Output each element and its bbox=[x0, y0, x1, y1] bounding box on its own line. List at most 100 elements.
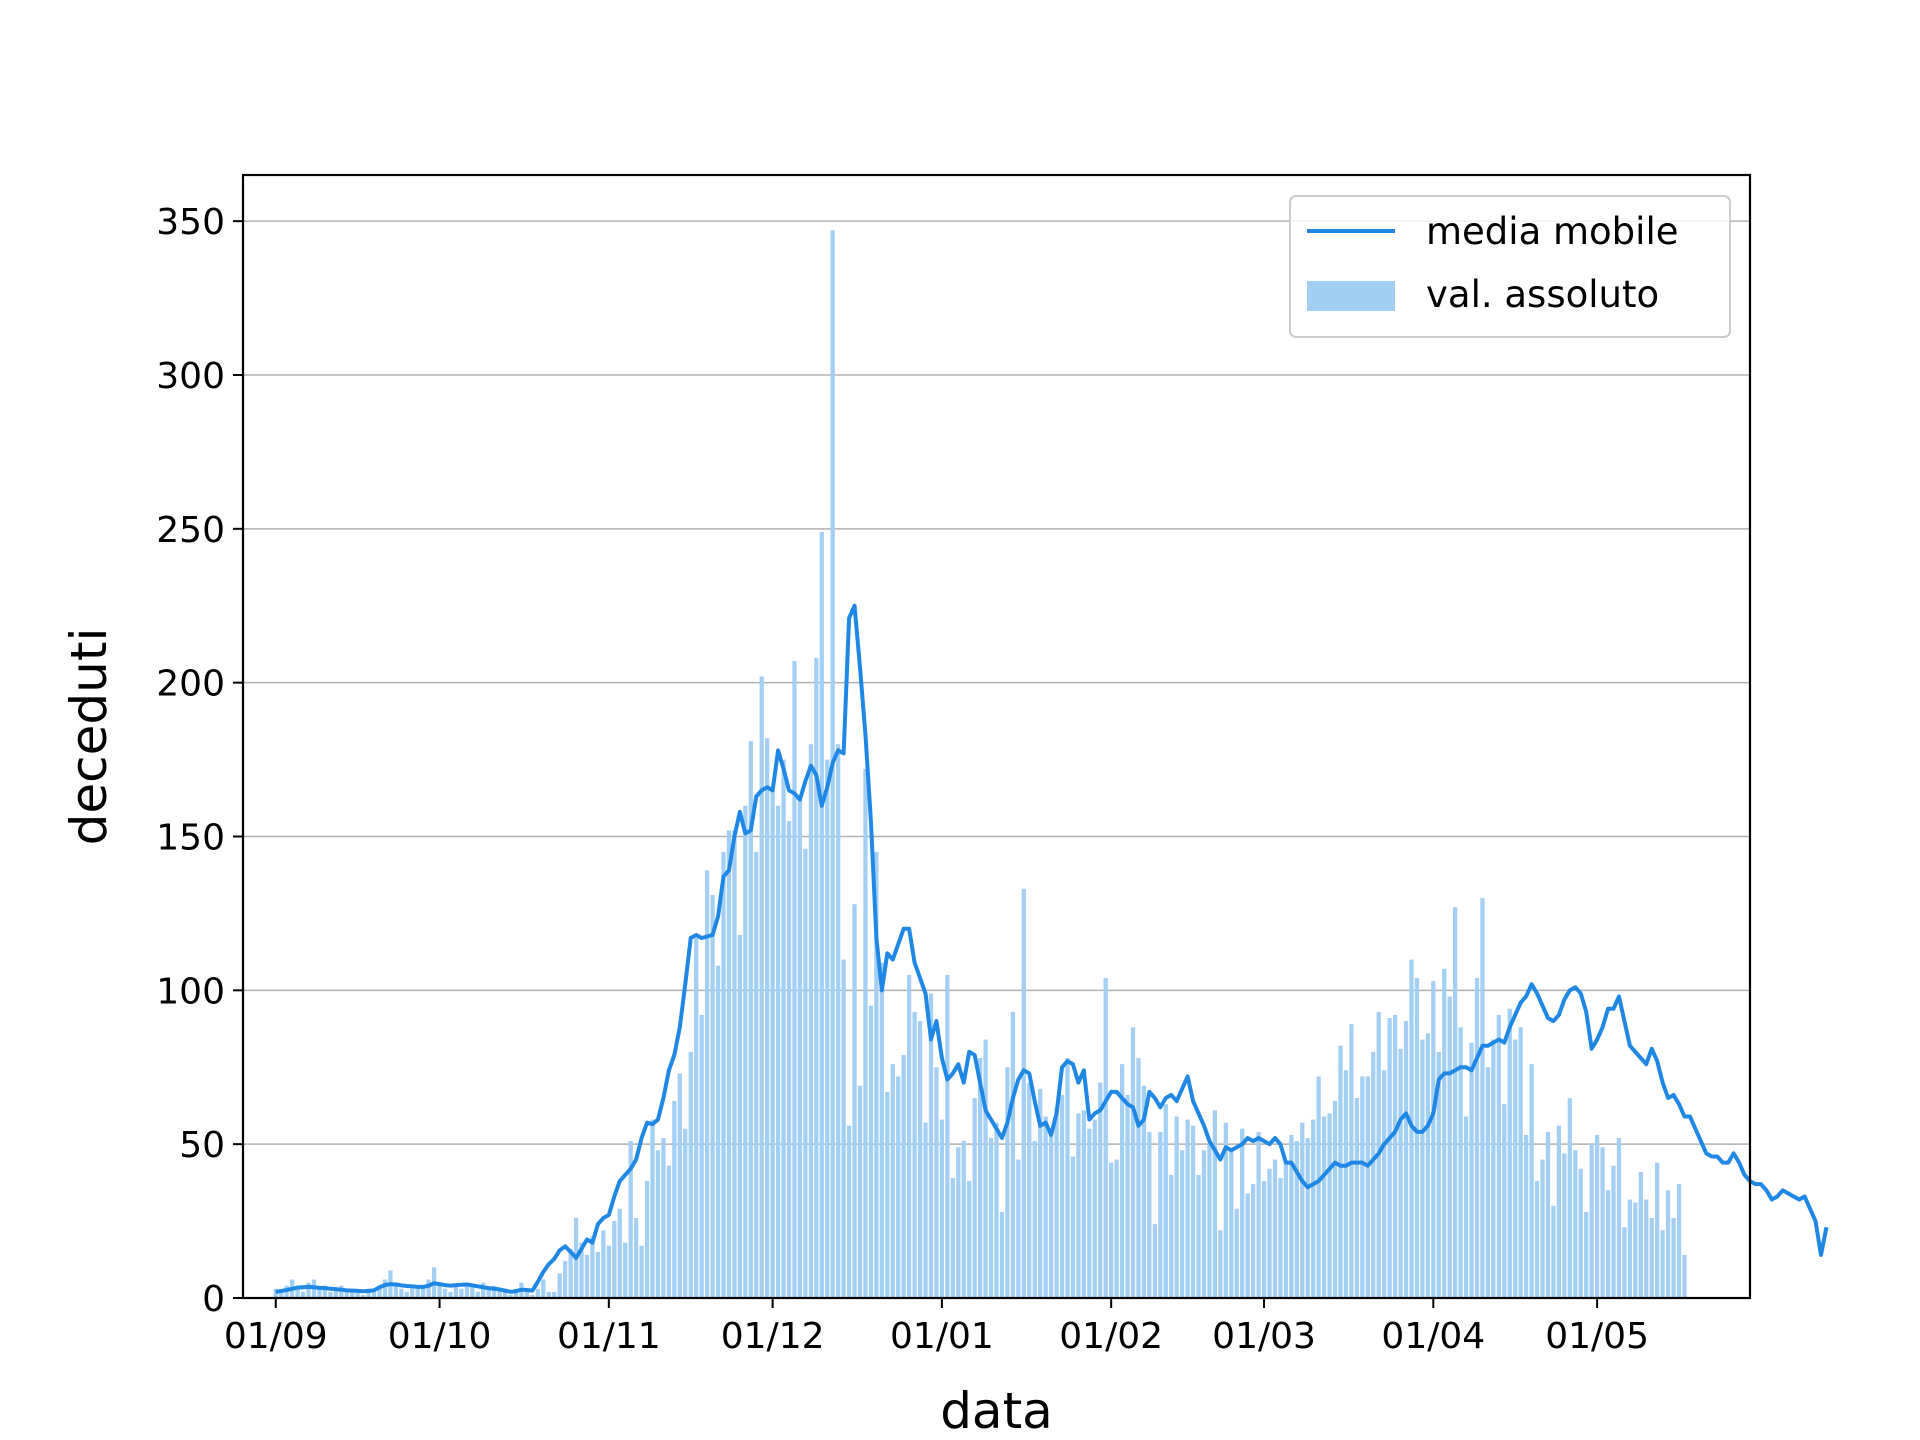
bar bbox=[956, 1147, 961, 1298]
bar bbox=[939, 1119, 945, 1298]
bar bbox=[901, 1054, 906, 1298]
bar bbox=[1289, 1134, 1294, 1298]
moving-average-line bbox=[275, 603, 1829, 1294]
bar bbox=[786, 821, 792, 1298]
bar bbox=[1032, 1141, 1037, 1298]
bar bbox=[595, 1251, 601, 1298]
bar bbox=[770, 790, 775, 1298]
bar bbox=[1005, 1067, 1010, 1298]
bar bbox=[453, 1285, 459, 1298]
bar bbox=[344, 1291, 349, 1298]
bar bbox=[1256, 1131, 1261, 1298]
bar bbox=[508, 1294, 513, 1298]
bar bbox=[1212, 1110, 1218, 1298]
bar bbox=[1540, 1159, 1545, 1298]
bar bbox=[322, 1285, 328, 1298]
bar bbox=[1327, 1113, 1332, 1298]
bar bbox=[1163, 1104, 1168, 1298]
bar bbox=[1076, 1113, 1081, 1298]
bar bbox=[808, 744, 813, 1298]
bar bbox=[1360, 1076, 1365, 1298]
bar bbox=[792, 661, 797, 1298]
bar bbox=[410, 1285, 415, 1298]
bar bbox=[1027, 1082, 1032, 1298]
bar bbox=[459, 1288, 464, 1298]
bar bbox=[1250, 1184, 1256, 1298]
bar bbox=[972, 1098, 977, 1298]
bar bbox=[437, 1282, 442, 1298]
bar bbox=[1201, 1150, 1207, 1298]
bar bbox=[1671, 1218, 1676, 1298]
x-tick-label-01/01: 01/01 bbox=[890, 1316, 994, 1357]
y-axis-ticks: 0 50 100 150 200 250 300 350 bbox=[156, 202, 243, 1320]
bar bbox=[868, 1005, 874, 1298]
bar bbox=[1403, 1021, 1409, 1298]
bar bbox=[1442, 968, 1447, 1298]
y-tick-label-350: 350 bbox=[156, 202, 225, 243]
bar bbox=[606, 1245, 611, 1298]
bar bbox=[1518, 1027, 1523, 1298]
bar bbox=[1589, 1144, 1594, 1298]
bar bbox=[721, 851, 726, 1298]
bar bbox=[1343, 1070, 1349, 1298]
bar bbox=[317, 1288, 322, 1298]
bar bbox=[1021, 888, 1026, 1298]
y-tick-label-250: 250 bbox=[156, 510, 225, 551]
bar bbox=[1174, 1116, 1179, 1298]
bar bbox=[568, 1248, 573, 1298]
bar bbox=[1196, 1174, 1201, 1298]
y-tick-label-100: 100 bbox=[156, 971, 225, 1012]
bar bbox=[541, 1279, 546, 1298]
bar bbox=[923, 1122, 928, 1298]
bar bbox=[1551, 1205, 1556, 1298]
bar bbox=[896, 1076, 901, 1298]
bar bbox=[350, 1288, 355, 1298]
bar bbox=[306, 1282, 311, 1298]
bar bbox=[814, 658, 819, 1298]
bar bbox=[421, 1285, 426, 1298]
bar bbox=[748, 741, 753, 1298]
bar bbox=[628, 1141, 633, 1298]
bar bbox=[1119, 1064, 1125, 1298]
bar bbox=[1185, 1119, 1190, 1298]
bar bbox=[1070, 1156, 1076, 1298]
bar bbox=[857, 1085, 863, 1298]
bar bbox=[475, 1291, 480, 1298]
bar bbox=[355, 1291, 360, 1298]
bar bbox=[426, 1279, 431, 1298]
bar bbox=[917, 1021, 923, 1298]
bar bbox=[655, 1150, 661, 1298]
bar bbox=[825, 759, 830, 1298]
bar bbox=[579, 1242, 584, 1298]
bar bbox=[464, 1282, 469, 1298]
bar bbox=[1431, 981, 1436, 1298]
y-tick-label-50: 50 bbox=[179, 1125, 225, 1166]
bar bbox=[366, 1288, 371, 1298]
bar bbox=[535, 1288, 540, 1298]
bar bbox=[661, 1138, 666, 1298]
bar bbox=[623, 1242, 628, 1298]
bar bbox=[1392, 1014, 1398, 1298]
bar bbox=[1556, 1125, 1562, 1298]
bar bbox=[1065, 1058, 1070, 1298]
bar bbox=[846, 1125, 852, 1298]
bar bbox=[704, 870, 710, 1298]
bar bbox=[1485, 1067, 1491, 1298]
bar bbox=[1158, 1131, 1163, 1298]
bar bbox=[1627, 1199, 1633, 1298]
bar bbox=[279, 1291, 284, 1298]
bar bbox=[912, 1011, 917, 1298]
bar bbox=[612, 1221, 617, 1298]
bar bbox=[688, 1051, 693, 1298]
legend-bar-swatch bbox=[1307, 281, 1395, 311]
bar bbox=[1147, 1131, 1152, 1298]
bar bbox=[563, 1261, 568, 1298]
bar bbox=[1354, 1098, 1359, 1298]
bar bbox=[1491, 1039, 1496, 1298]
bar bbox=[1605, 1190, 1611, 1298]
bar bbox=[1567, 1098, 1572, 1298]
bar bbox=[1458, 1027, 1463, 1298]
bar bbox=[1644, 1199, 1649, 1298]
bar bbox=[1283, 1162, 1289, 1298]
bar bbox=[732, 830, 737, 1298]
